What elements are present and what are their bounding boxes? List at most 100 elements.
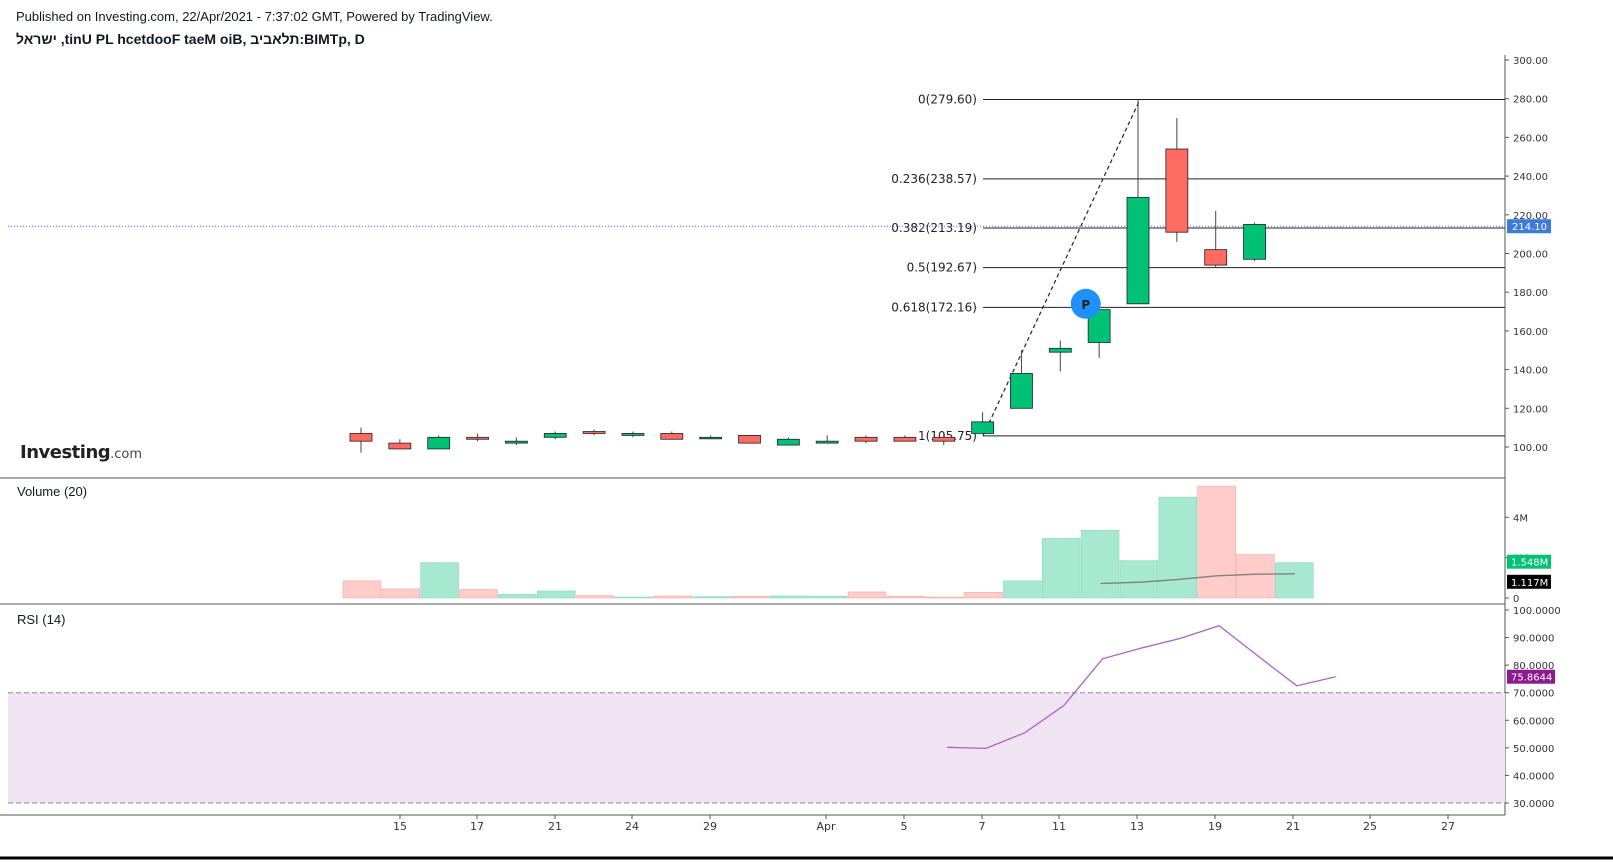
candle-body [349,433,373,442]
candle-body [738,434,761,444]
rsi-tick-label: 40.0000 [1513,771,1554,782]
fib-level-label: 0.618(172.16) [891,300,977,314]
date-tick-label: Apr [816,820,836,833]
volume-bar [847,591,887,599]
rsi-tick-label: 90.0000 [1513,634,1554,645]
date-tick-label: 29 [703,820,717,833]
candle-body [1126,196,1150,305]
candle-body [660,433,684,440]
volume-bar [886,596,926,599]
volume-bar [1042,538,1081,599]
candle-body [1010,373,1033,409]
fib-trend-line [982,99,1141,437]
volume-last-tag [1507,554,1551,569]
rsi-tick-label: 100.0000 [1513,606,1561,617]
candle [504,437,528,446]
price-tick-label: 120.00 [1513,404,1548,415]
date-tick-label: 11 [1052,820,1066,833]
date-tick-label: 24 [625,820,639,833]
volume-bar [808,595,848,599]
candle-body [1204,249,1228,266]
last-price-tag [1507,219,1551,234]
candle-body [699,436,723,440]
volume-tick-label: 4M [1513,513,1528,524]
published-caption: Published on Investing.com, 22/Apr/2021 … [16,9,493,24]
volume-last-tag-label: 1.548M [1511,558,1548,569]
volume-bar [381,588,421,599]
candle [699,435,723,440]
candle [349,427,373,453]
price-tick-label: 260.00 [1513,133,1548,144]
volume-bar [925,596,964,599]
rsi-tick-label: 60.0000 [1513,716,1554,727]
candle [1243,222,1266,262]
fib-level-label: 0.382(213.19) [891,221,977,235]
volume-bar [536,590,576,599]
volume-bar [1158,496,1197,599]
candle [466,433,489,442]
volume-bar [1197,485,1236,599]
volume-ma-tag-label: 1.117M [1511,578,1548,589]
candle-body [1165,148,1189,233]
candle-body [932,436,956,442]
logo-suffix: .com [110,447,143,462]
candle [388,439,412,450]
candle [582,429,606,436]
symbol-title: ישראל ,tinU PL hcetdooF taeM oiB, תלאביב… [16,31,365,47]
candle [776,437,800,446]
date-tick-label: 21 [548,820,562,833]
price-tick-label: 240.00 [1513,172,1548,183]
volume-bar [342,580,382,599]
candle [854,435,878,444]
volume-pane-label: Volume (20) [17,484,88,499]
candle [893,435,917,442]
volume-bar [459,589,498,599]
volume-ma-tag [1507,574,1551,589]
date-tick-label: 25 [1363,820,1377,833]
volume-ma-line [1100,573,1295,585]
rsi-tick-label: 80.0000 [1513,661,1554,672]
candle-body [971,421,994,434]
volume-bar [420,562,459,599]
candle [1048,340,1072,372]
rsi-tick-label: 30.0000 [1513,799,1554,810]
price-tick-label: 280.00 [1513,95,1548,106]
candle [660,431,684,440]
price-tick-label: 220.00 [1513,211,1548,222]
price-tick-label: 100.00 [1513,443,1548,454]
date-tick-label: 7 [979,820,986,833]
candle-body [427,436,451,450]
pattern-marker-label: P [1081,298,1090,312]
candle-body [776,438,800,446]
date-tick-label: 27 [1441,820,1455,833]
date-tick-label: 5 [901,820,908,833]
volume-bar [964,592,1003,599]
date-tick-label: 13 [1130,820,1144,833]
volume-bar [692,596,731,599]
rsi-line [947,624,1336,750]
candle [932,433,956,446]
logo-text: Investing [20,442,111,463]
candle [543,431,567,440]
volume-bar [770,595,809,599]
date-tick-label: 19 [1208,820,1222,833]
volume-tick-label: 0 [1513,594,1519,605]
price-tick-label: 160.00 [1513,327,1548,338]
candle [427,435,451,450]
volume-bar [575,595,615,599]
price-tick-label: 300.00 [1513,56,1548,67]
fib-level-label: 0(279.60) [918,92,977,106]
rsi-last-tag [1507,669,1555,684]
candle [738,434,761,444]
last-price-tag-label: 214.10 [1512,222,1547,233]
date-tick-label: 15 [393,820,407,833]
rsi-tick-label: 50.0000 [1513,744,1554,755]
rsi-tick-label: 70.0000 [1513,689,1554,700]
volume-bar [653,595,692,599]
candle-body [466,436,489,440]
investing-logo: Investing.com [20,442,142,463]
date-tick-label: 21 [1286,820,1300,833]
volume-bar [1003,580,1042,599]
candle [1010,350,1033,409]
